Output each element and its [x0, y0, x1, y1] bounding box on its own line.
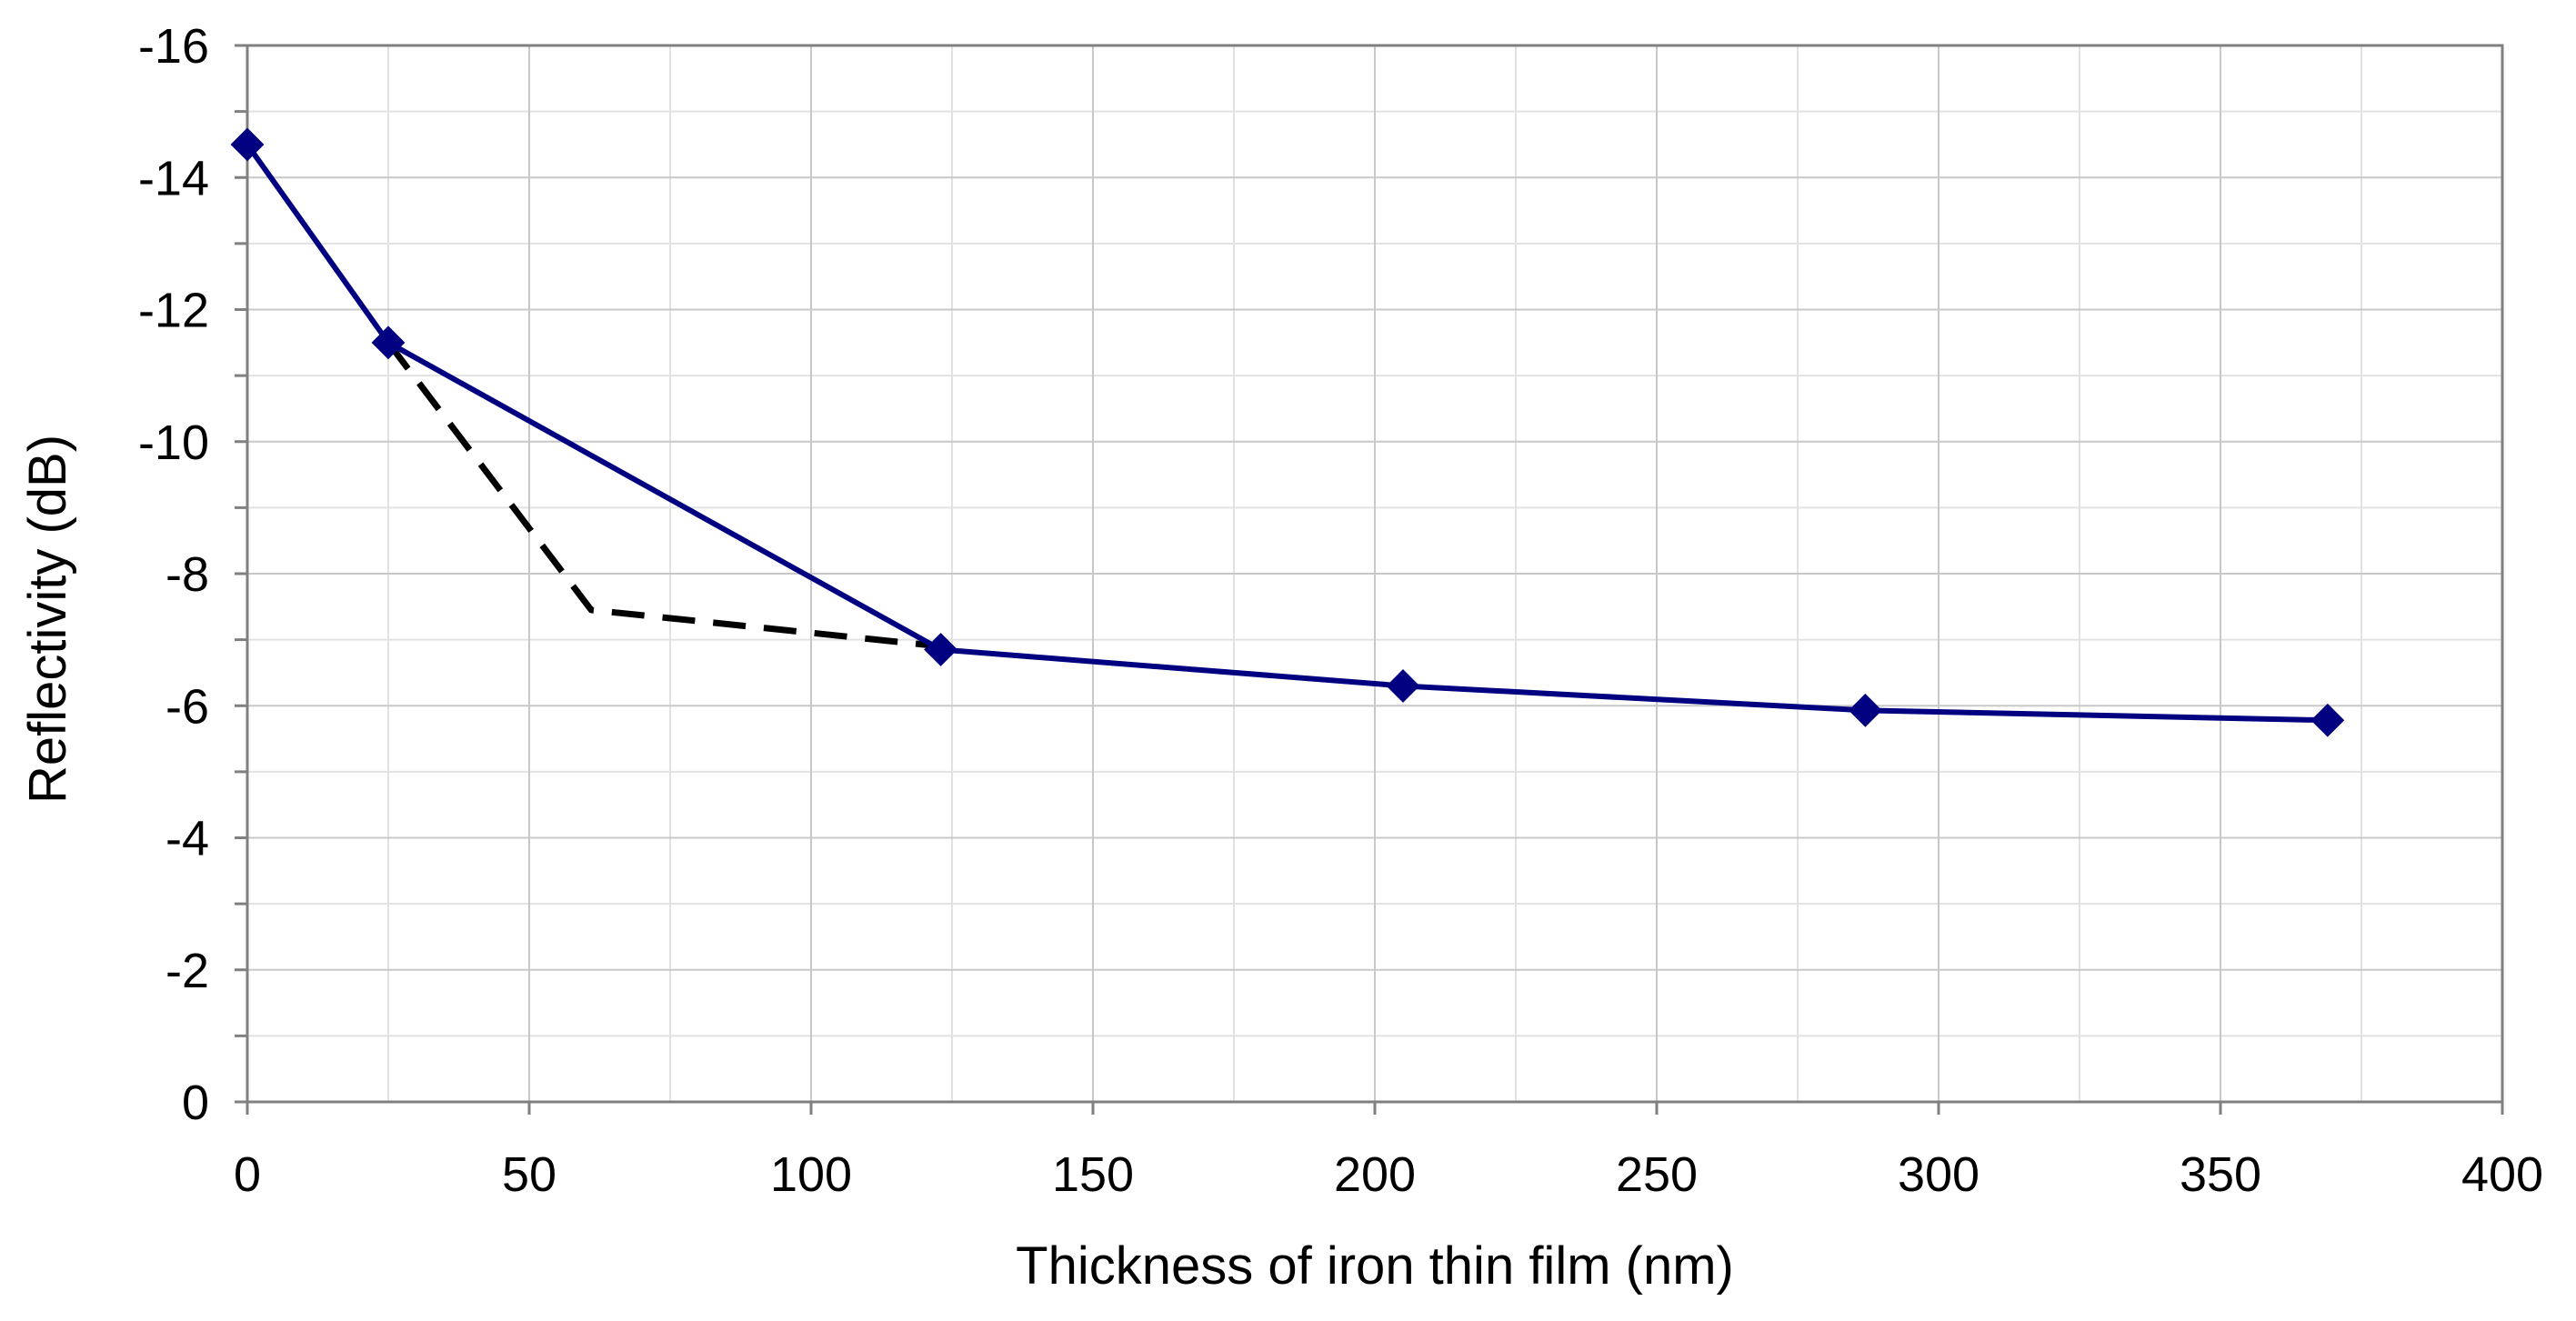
x-tick-label: 50	[502, 1147, 556, 1202]
x-tick-label: 300	[1898, 1147, 1980, 1202]
data-point-marker	[924, 633, 958, 666]
x-tick-label: 100	[770, 1147, 852, 1202]
x-tick-label: 400	[2461, 1147, 2543, 1202]
x-tick-label: 350	[2180, 1147, 2261, 1202]
y-tick-label: 0	[182, 1076, 209, 1130]
data-point-marker	[1848, 693, 1882, 727]
x-tick-label: 0	[234, 1147, 261, 1202]
y-tick-label: -14	[138, 151, 209, 205]
y-tick-label: -2	[165, 944, 209, 998]
y-axis-title: Reflectivity (dB)	[18, 435, 77, 804]
y-tick-label: -8	[165, 547, 209, 602]
series-line-dashed	[386, 340, 941, 650]
y-tick-label: -4	[165, 812, 209, 866]
x-tick-label: 250	[1616, 1147, 1698, 1202]
data-point-marker	[230, 127, 265, 162]
x-tick-label: 150	[1052, 1147, 1134, 1202]
series-line-measured	[245, 143, 2328, 724]
x-axis-title: Thickness of iron thin film (nm)	[1016, 1236, 1734, 1296]
data-point-marker	[2310, 703, 2345, 737]
y-tick-label: -12	[138, 284, 209, 338]
y-axis-ticks: 0 -2 -4 -6 -8 -10 -12 -14 -16	[138, 19, 249, 1130]
series-layer	[230, 127, 2345, 737]
data-point-marker	[371, 325, 406, 360]
y-tick-label: -6	[165, 679, 209, 734]
x-tick-label: 200	[1334, 1147, 1416, 1202]
data-point-marker	[1386, 669, 1420, 703]
x-axis-ticks: 0 50 100 150 200 250 300 350 400	[234, 1100, 2543, 1202]
y-tick-label: -16	[138, 19, 209, 74]
y-tick-label: -10	[138, 415, 209, 470]
